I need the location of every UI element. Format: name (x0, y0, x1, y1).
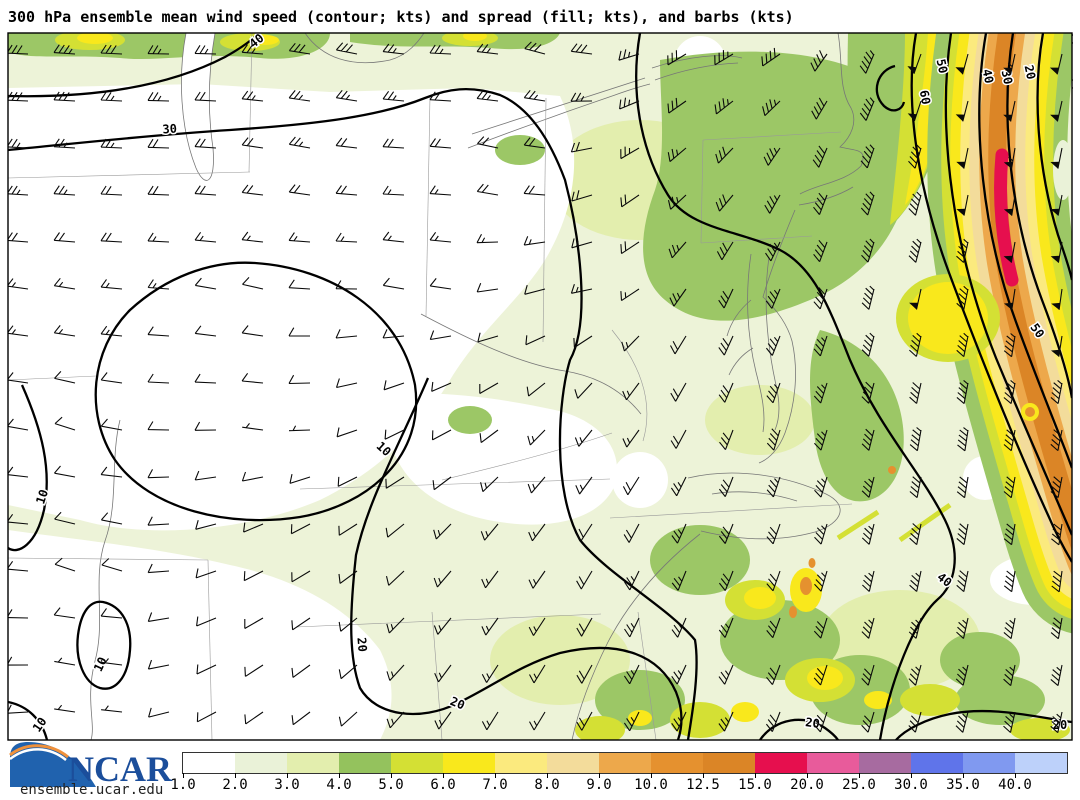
legend-tick (963, 773, 964, 778)
legend-tick (1015, 773, 1016, 778)
site-url: ensemble.ucar.edu (20, 782, 164, 798)
spread-color-legend (182, 752, 1068, 774)
legend-tick (599, 773, 600, 778)
contour-label: 50 (934, 58, 951, 75)
legend-cell (1015, 753, 1067, 773)
ncar-logo-text: NCAR (68, 749, 173, 789)
legend-cell (755, 753, 807, 773)
legend-cell (287, 753, 339, 773)
legend-tick-label: 7.0 (482, 777, 508, 793)
legend-tick (755, 773, 756, 778)
legend-tick-label: 20.0 (790, 777, 824, 793)
legend-tick (443, 773, 444, 778)
legend-tick-label: 40.0 (998, 777, 1032, 793)
legend-tick-label: 6.0 (430, 777, 456, 793)
ncar-logo-wave (10, 742, 96, 787)
wind-barb-layer (8, 41, 1063, 734)
legend-tick-label: 2.0 (222, 777, 248, 793)
legend-tick (859, 773, 860, 778)
legend-tick (339, 773, 340, 778)
legend-tick (495, 773, 496, 778)
legend-tick (651, 773, 652, 778)
contour-label: 30 (999, 69, 1016, 86)
legend-tick-label: 25.0 (842, 777, 876, 793)
legend-tick (547, 773, 548, 778)
legend-tick-label: 30.0 (894, 777, 928, 793)
legend-cell (911, 753, 963, 773)
legend-tick-label: 4.0 (326, 777, 352, 793)
legend-tick (287, 773, 288, 778)
legend-tick-label: 35.0 (946, 777, 980, 793)
geography-layer (8, 33, 864, 740)
contour-label: 60 (917, 89, 933, 106)
legend-tick (235, 773, 236, 778)
legend-tick-label: 10.0 (634, 777, 668, 793)
legend-cell (235, 753, 287, 773)
legend-tick-label: 3.0 (274, 777, 300, 793)
contour-label: 40 (980, 68, 997, 85)
map-border (7, 32, 1073, 741)
legend-cell (703, 753, 755, 773)
legend-tick (807, 773, 808, 778)
legend-tick-label: 15.0 (738, 777, 772, 793)
page-title: 300 hPa ensemble mean wind speed (contou… (8, 8, 794, 26)
legend-cell (547, 753, 599, 773)
legend-cell (807, 753, 859, 773)
legend-tick-label: 8.0 (534, 777, 560, 793)
legend-cell (391, 753, 443, 773)
legend-tick-label: 1.0 (170, 777, 196, 793)
contour-label: 20 (354, 637, 369, 653)
contour-label: 30 (162, 122, 177, 137)
legend-cell (495, 753, 547, 773)
legend-cell (651, 753, 703, 773)
contour-label: 20 (448, 694, 467, 712)
ncar-logo: NCAR (8, 739, 188, 799)
legend-cell (443, 753, 495, 773)
contour-label: 20 (1022, 64, 1039, 81)
legend-tick-label: 5.0 (378, 777, 404, 793)
legend-tick (183, 773, 184, 778)
contour-label: 10 (33, 488, 51, 506)
legend-tick (703, 773, 704, 778)
contour-label: 20 (1053, 718, 1067, 732)
legend-cell (859, 753, 911, 773)
legend-tick (911, 773, 912, 778)
legend-cell (339, 753, 391, 773)
legend-tick (391, 773, 392, 778)
wind-barb-strokes (8, 41, 1063, 734)
legend-cell (599, 753, 651, 773)
legend-cell (183, 753, 235, 773)
legend-tick-label: 12.5 (686, 777, 720, 793)
legend-cell (963, 753, 1015, 773)
legend-tick-label: 9.0 (586, 777, 612, 793)
spread-fill-layer (8, 33, 1072, 740)
